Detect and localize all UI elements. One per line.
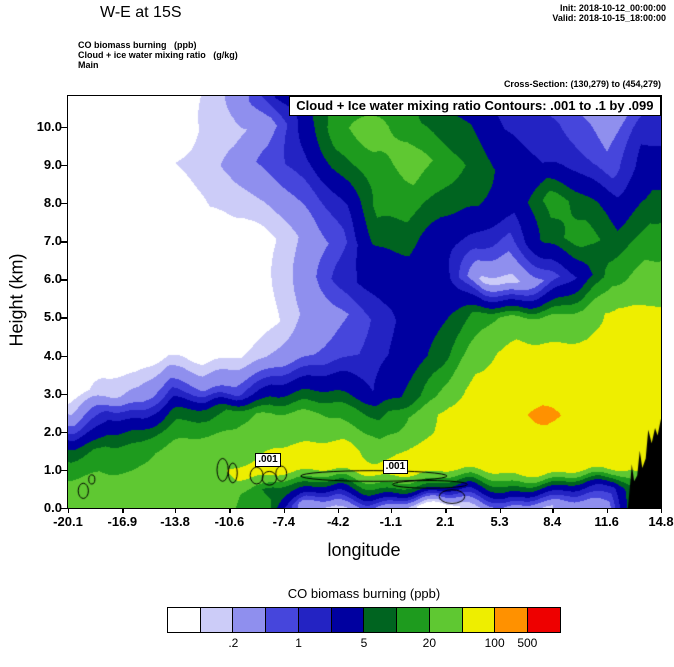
- y-axis-label: Height (km): [6, 253, 27, 347]
- y-axis-tick: [61, 355, 67, 357]
- colorbar-cell: [428, 608, 462, 632]
- x-axis-tick: [606, 509, 608, 513]
- colorbar-cell: [363, 608, 397, 632]
- colorbar-cell: [494, 608, 528, 632]
- cross-section-canvas: [67, 95, 661, 508]
- x-axis-tick: [283, 509, 286, 513]
- x-tick-label: 5.3: [490, 514, 509, 529]
- y-tick-label: 8.0: [43, 195, 62, 211]
- x-tick-label: -10.6: [214, 514, 245, 529]
- colorbar-title: CO biomass burning (ppb): [287, 586, 441, 601]
- x-axis-tick: [175, 509, 177, 513]
- field-name-cloud-ice: Cloud + ice water mixing ratio (g/kg): [78, 50, 238, 60]
- valid-time-label: Valid: 2018-10-15_18:00:00: [552, 13, 666, 23]
- init-time-label: Init: 2018-10-12_00:00:00: [559, 3, 666, 13]
- contour-note: Cloud + Ice water mixing ratio Contours:…: [289, 95, 661, 116]
- y-axis-tick: [61, 393, 67, 395]
- y-axis-tick: [61, 431, 67, 434]
- x-axis-tick: [661, 509, 663, 513]
- y-tick-label: 2.0: [43, 423, 62, 439]
- x-tick-label: -16.9: [107, 514, 138, 529]
- x-axis-tick: [122, 509, 124, 513]
- x-axis-tick: [499, 509, 501, 513]
- colorbar-cell: [527, 608, 560, 632]
- y-tick-label: 0.0: [43, 500, 62, 515]
- y-axis-tick: [61, 203, 67, 205]
- colorbar-tick-label: 5: [360, 636, 368, 650]
- colorbar-cell: [167, 608, 200, 632]
- x-axis-tick: [445, 509, 447, 513]
- y-axis-tick: [61, 469, 67, 472]
- y-tick-label: 7.0: [43, 233, 62, 249]
- x-tick-label: -20.1: [53, 514, 83, 529]
- y-axis-tick: [61, 317, 67, 319]
- y-axis-tick: [61, 241, 67, 243]
- colorbar-bar: [166, 607, 561, 633]
- x-axis-tick: [552, 509, 554, 513]
- y-tick-label: 5.0: [43, 309, 62, 325]
- y-tick-label: 10.0: [36, 118, 62, 134]
- colorbar-tick-label: .2: [228, 636, 239, 650]
- x-tick-label: 11.6: [594, 514, 619, 529]
- page-title: W-E at 15S: [100, 4, 182, 21]
- x-axis-tick: [390, 509, 393, 513]
- x-tick-label: -4.2: [326, 514, 350, 529]
- colorbar-cell: [232, 608, 266, 632]
- y-axis-tick: [61, 126, 67, 129]
- x-axis-tick: [68, 509, 70, 513]
- x-tick-label: 14.8: [648, 514, 674, 529]
- colorbar-tick-label: 100: [484, 636, 505, 650]
- colorbar-cell: [461, 608, 495, 632]
- cloud-contour-label: .001: [255, 452, 281, 467]
- colorbar-cell: [265, 608, 298, 632]
- y-axis-tick: [61, 164, 67, 167]
- colorbar-tick-label: 20: [422, 636, 437, 650]
- field-name-grid: Main: [78, 60, 99, 70]
- y-tick-label: 1.0: [43, 461, 62, 477]
- x-tick-label: -13.8: [160, 514, 190, 529]
- plot-frame: Cloud + Ice water mixing ratio Contours:…: [66, 94, 662, 509]
- y-tick-label: 6.0: [43, 271, 62, 287]
- colorbar-cell: [330, 608, 364, 632]
- colorbar-cell: [199, 608, 233, 632]
- field-name-co: CO biomass burning (ppb): [78, 40, 197, 50]
- colorbar-tick-label: 500: [517, 636, 538, 650]
- cross-section-coordinates: Cross-Section: (130,279) to (454,279): [503, 79, 661, 89]
- y-axis-tick: [61, 508, 67, 510]
- y-tick-label: 9.0: [43, 156, 62, 172]
- y-tick-label: 3.0: [43, 385, 62, 401]
- x-axis-tick: [229, 509, 231, 513]
- x-tick-label: 8.4: [543, 514, 562, 529]
- y-axis-tick: [61, 279, 67, 281]
- colorbar-tick-label: 1: [295, 636, 302, 650]
- cloud-contour-label: .001: [382, 459, 409, 474]
- x-tick-label: 2.1: [436, 514, 455, 529]
- colorbar-cell: [297, 608, 331, 632]
- y-tick-label: 4.0: [43, 347, 62, 363]
- x-axis-label: longitude: [327, 540, 401, 560]
- x-tick-label: -7.4: [272, 514, 295, 529]
- colorbar-cell: [396, 608, 429, 632]
- x-axis-tick: [338, 509, 340, 513]
- x-tick-label: -1.1: [379, 514, 403, 529]
